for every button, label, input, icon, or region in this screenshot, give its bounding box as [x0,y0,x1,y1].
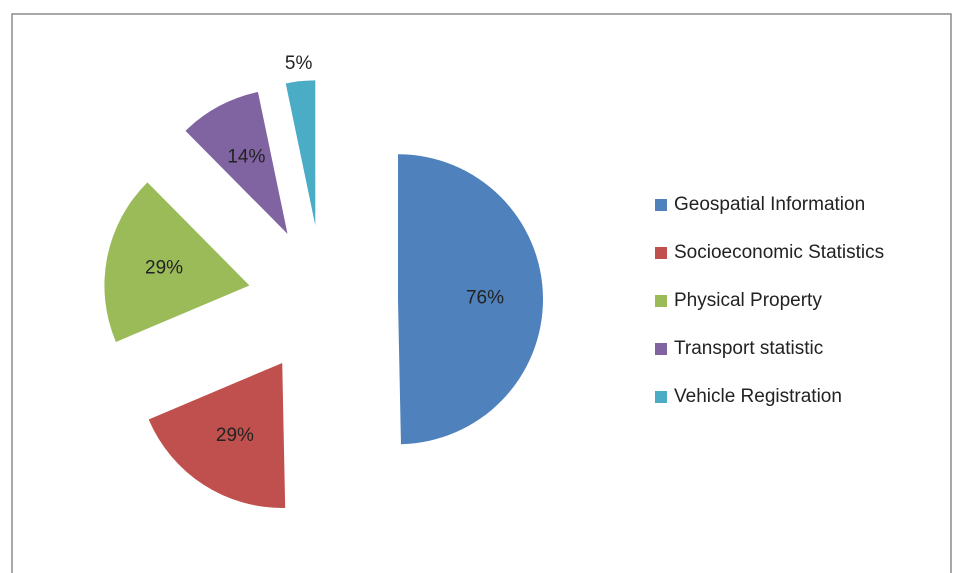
legend-label: Transport statistic [674,338,823,359]
data-label: 29% [216,425,254,446]
legend-swatch [655,391,667,403]
data-label: 29% [145,258,183,279]
legend-swatch [655,247,667,259]
pie-slice [185,91,288,234]
legend-swatch [655,199,667,211]
legend-swatch [655,343,667,355]
data-label: 76% [466,287,504,308]
legend-label: Geospatial Information [674,194,865,215]
legend-label: Socioeconomic Statistics [674,242,884,263]
pie-slice [285,80,316,226]
pie-slice [397,154,543,445]
pie-slice [104,182,250,342]
pie-slice [148,362,286,508]
data-label: 5% [285,53,313,74]
legend-label: Physical Property [674,290,822,311]
legend-swatch [655,295,667,307]
data-label: 14% [227,146,265,167]
legend-label: Vehicle Registration [674,386,842,407]
